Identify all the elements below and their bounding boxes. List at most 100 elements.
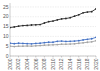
point <box>26 24 28 26</box>
point <box>39 45 41 47</box>
point <box>44 22 46 24</box>
y-tick-label: 20 <box>3 13 9 19</box>
point <box>31 24 33 26</box>
point <box>22 43 24 45</box>
x-tick <box>61 56 62 58</box>
point <box>78 14 80 16</box>
x-tick-label: 2012 <box>58 58 64 69</box>
point <box>48 41 50 43</box>
point <box>95 40 96 42</box>
point <box>18 25 20 27</box>
point <box>13 43 15 45</box>
point <box>22 45 24 47</box>
x-tick-label: 2014 <box>67 58 73 69</box>
point <box>22 25 24 27</box>
x-tick-label: 2016 <box>76 58 82 69</box>
x-tick <box>35 56 36 58</box>
point <box>52 20 54 22</box>
y-tick-label: 25 <box>3 4 9 10</box>
point <box>78 42 80 44</box>
point <box>13 46 15 48</box>
grid-line <box>10 56 96 57</box>
x-tick <box>53 56 54 58</box>
x-tick-label: 2004 <box>24 58 30 69</box>
x-tick-label: 2018 <box>84 58 90 69</box>
x-axis-line <box>10 56 96 57</box>
point <box>44 42 46 44</box>
point <box>74 15 76 17</box>
point <box>52 41 54 43</box>
point <box>13 26 15 28</box>
point <box>61 43 63 45</box>
point <box>91 11 93 13</box>
x-tick <box>70 56 71 58</box>
point <box>39 42 41 44</box>
point <box>26 43 28 45</box>
point <box>78 40 80 42</box>
point <box>65 43 67 45</box>
x-tick <box>18 56 19 58</box>
point <box>87 11 89 13</box>
point <box>18 45 20 47</box>
x-tick <box>87 56 88 58</box>
x-tick-label: 2000 <box>7 58 13 69</box>
series-line <box>10 37 96 43</box>
series-line <box>10 41 96 47</box>
point <box>82 42 84 44</box>
point <box>52 44 54 46</box>
point <box>56 40 58 42</box>
point <box>61 40 63 42</box>
series-line <box>10 9 96 28</box>
x-tick-label: 2006 <box>33 58 39 69</box>
x-tick-label: 2020 <box>93 58 99 69</box>
chart: 0510152025200020022004200620082010201220… <box>0 0 100 71</box>
point <box>95 8 96 10</box>
point <box>74 40 76 42</box>
point <box>87 38 89 40</box>
grid-line <box>10 36 96 37</box>
point <box>18 42 20 44</box>
point <box>82 39 84 41</box>
grid-line <box>10 46 96 47</box>
point <box>10 45 11 47</box>
point <box>48 44 50 46</box>
point <box>48 21 50 23</box>
x-tick <box>10 56 11 58</box>
point <box>44 44 46 46</box>
point <box>26 45 28 47</box>
point <box>65 18 67 20</box>
point <box>82 12 84 14</box>
x-tick <box>96 56 97 58</box>
point <box>95 36 96 38</box>
point <box>39 24 41 26</box>
point <box>65 41 67 43</box>
point <box>61 18 63 20</box>
grid-line <box>10 16 96 17</box>
point <box>31 45 33 47</box>
point <box>10 42 11 44</box>
point <box>87 41 89 43</box>
y-tick-label: 0 <box>6 53 9 59</box>
x-tick <box>78 56 79 58</box>
grid-line <box>10 6 96 7</box>
x-tick <box>27 56 28 58</box>
point <box>69 43 71 45</box>
point <box>69 17 71 19</box>
point <box>35 45 37 47</box>
series-group <box>10 8 96 47</box>
x-tick-label: 2008 <box>41 58 47 69</box>
x-tick-label: 2002 <box>15 58 21 69</box>
point <box>35 43 37 45</box>
point <box>35 24 37 26</box>
point <box>91 38 93 40</box>
x-tick-label: 2010 <box>50 58 56 69</box>
point <box>91 41 93 43</box>
point <box>69 40 71 42</box>
point <box>31 43 33 45</box>
y-tick-label: 10 <box>3 33 9 39</box>
x-tick <box>44 56 45 58</box>
y-tick-label: 15 <box>3 23 9 29</box>
point <box>74 43 76 45</box>
point <box>56 44 58 46</box>
y-axis-line <box>10 3 11 56</box>
